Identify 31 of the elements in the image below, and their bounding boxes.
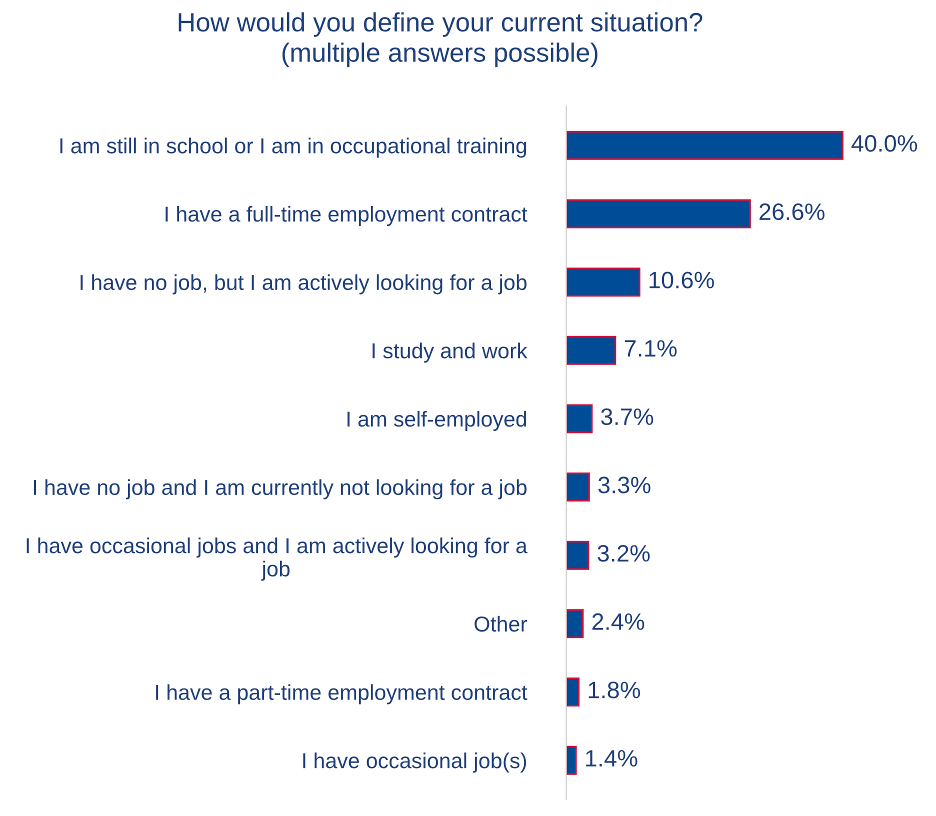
y-tick-label: I have a full-time employment contract	[166, 206, 528, 226]
data-label: 1.4%	[586, 750, 638, 767]
bar	[566, 199, 751, 228]
y-tick-label: I have no job and I am currently not looking for a job	[34, 479, 527, 500]
bar	[566, 678, 580, 707]
data-label: 1.8%	[588, 682, 640, 698]
bar	[566, 746, 577, 775]
bar	[566, 540, 590, 570]
bar	[566, 268, 640, 297]
bar	[566, 336, 616, 365]
y-tick-label: I have occasional jobs and I am actively looking for a job	[26, 538, 528, 581]
bar	[566, 404, 593, 434]
data-label: 7.1%	[624, 340, 677, 357]
bar	[566, 472, 590, 502]
y-tick-label: I am still in school or I am in occupational training	[60, 138, 526, 158]
data-label: 10.6%	[650, 272, 714, 288]
y-tick-label: I am self-employed	[348, 410, 526, 431]
data-label: 26.6%	[760, 203, 824, 220]
y-tick-label: I have a part-time employment contract	[156, 684, 528, 704]
data-label: 3.3%	[598, 476, 650, 494]
y-tick-label: I study and work	[372, 342, 528, 363]
data-label: 3.2%	[598, 544, 650, 562]
y-tick-label: Other	[474, 616, 528, 632]
chart-title: How would you define your current situation? (multiple answers possible)	[178, 12, 702, 68]
y-tick-label: I have occasional job(s)	[303, 752, 526, 773]
bar	[566, 609, 584, 638]
data-label: 3.7%	[601, 408, 654, 426]
data-label: 2.4%	[592, 613, 644, 630]
bar	[566, 130, 844, 160]
y-tick-label: I have no job, but I am actively looking for a job	[80, 274, 527, 294]
data-label: 40.0%	[852, 135, 918, 152]
